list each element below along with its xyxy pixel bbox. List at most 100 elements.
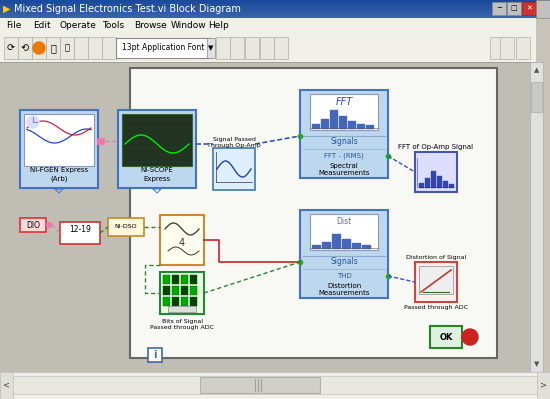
Text: Measurements: Measurements	[318, 170, 370, 176]
Text: >: >	[540, 381, 547, 389]
Bar	[0, 14, 550, 15]
Bar	[130, 68, 497, 358]
Bar	[24, 114, 94, 166]
Text: Signals: Signals	[330, 257, 358, 267]
Bar	[4, 37, 18, 59]
Bar	[0, 17, 550, 18]
Bar	[46, 37, 60, 59]
Circle shape	[462, 329, 478, 345]
Bar	[60, 37, 74, 59]
Bar	[490, 37, 504, 59]
Bar	[213, 148, 255, 190]
Bar	[536, 0, 550, 18]
Text: Measurements: Measurements	[318, 290, 370, 296]
Bar	[310, 94, 378, 130]
Bar	[0, 15, 550, 16]
Bar	[168, 306, 196, 312]
Bar	[0, 9, 550, 10]
Bar	[0, 6, 550, 7]
Bar	[0, 0, 550, 1]
Bar	[122, 114, 192, 166]
Text: ✕: ✕	[526, 6, 532, 12]
Bar	[172, 297, 179, 306]
Bar	[0, 10, 550, 11]
Text: NI-FGEN Express: NI-FGEN Express	[30, 167, 88, 173]
Bar	[0, 5, 550, 6]
Circle shape	[27, 116, 39, 128]
Bar	[163, 275, 170, 284]
Text: □: □	[511, 6, 518, 12]
Bar	[118, 110, 196, 188]
Bar	[274, 37, 288, 59]
Bar	[415, 262, 457, 302]
Text: FFT - (RMS): FFT - (RMS)	[324, 153, 364, 159]
Text: ⟳: ⟳	[7, 43, 15, 53]
Text: DIO: DIO	[26, 221, 40, 229]
Bar	[0, 1, 550, 2]
Text: THD: THD	[337, 273, 351, 279]
Bar	[0, 34, 536, 35]
Bar	[0, 62, 536, 374]
Text: 13pt Application Font: 13pt Application Font	[122, 43, 204, 53]
Bar	[430, 326, 462, 348]
Text: Signals: Signals	[330, 138, 358, 146]
Text: OK: OK	[439, 332, 453, 342]
Bar	[172, 275, 179, 284]
Text: Operate: Operate	[59, 22, 96, 30]
Bar	[163, 286, 170, 295]
Text: Spectral: Spectral	[329, 163, 359, 169]
Bar	[230, 37, 244, 59]
Text: ▲: ▲	[534, 67, 539, 73]
Text: Bits of Signal: Bits of Signal	[162, 318, 202, 324]
Bar	[97, 138, 104, 144]
Bar	[0, 372, 550, 399]
Text: Browse: Browse	[134, 22, 167, 30]
Circle shape	[47, 223, 52, 227]
Bar	[0, 3, 550, 4]
Text: Tools: Tools	[102, 22, 124, 30]
Bar	[419, 266, 453, 294]
Text: 💡: 💡	[64, 43, 69, 53]
Bar	[20, 110, 98, 188]
Text: FFT: FFT	[336, 97, 353, 107]
Bar	[160, 272, 204, 314]
Bar	[300, 90, 388, 178]
Bar	[200, 377, 320, 393]
Text: Passed through ADC: Passed through ADC	[404, 304, 468, 310]
Bar	[20, 218, 46, 232]
Text: Signal Passed: Signal Passed	[212, 138, 255, 142]
Bar	[531, 82, 542, 112]
Text: Distortion of Signal: Distortion of Signal	[406, 255, 466, 259]
Bar	[13, 376, 537, 394]
Text: <: <	[3, 381, 9, 389]
Text: ▶: ▶	[3, 4, 10, 14]
Text: Edit: Edit	[33, 22, 51, 30]
Bar	[0, 11, 550, 12]
Bar	[516, 37, 530, 59]
Bar	[500, 37, 514, 59]
Text: Dist: Dist	[337, 217, 351, 227]
Bar	[216, 37, 230, 59]
Bar	[32, 37, 46, 59]
Bar	[0, 0, 550, 18]
Bar	[181, 297, 188, 306]
Text: Help: Help	[208, 22, 229, 30]
Text: FFT of Op-Amp Signal: FFT of Op-Amp Signal	[398, 144, 474, 150]
Bar	[0, 2, 550, 3]
Bar	[537, 372, 550, 399]
Bar	[190, 286, 197, 295]
Bar	[0, 8, 550, 9]
Bar	[507, 2, 521, 15]
Text: (Arb): (Arb)	[50, 176, 68, 182]
Text: Window: Window	[171, 22, 207, 30]
Bar	[310, 214, 378, 250]
Text: ▼: ▼	[534, 361, 539, 367]
Bar	[102, 37, 116, 59]
Bar	[116, 38, 211, 58]
Text: NI-SCOPE: NI-SCOPE	[141, 167, 173, 173]
Bar	[0, 34, 536, 62]
Bar	[160, 215, 204, 265]
Bar	[0, 12, 550, 13]
Bar	[415, 152, 457, 192]
Text: Distortion: Distortion	[327, 283, 361, 289]
